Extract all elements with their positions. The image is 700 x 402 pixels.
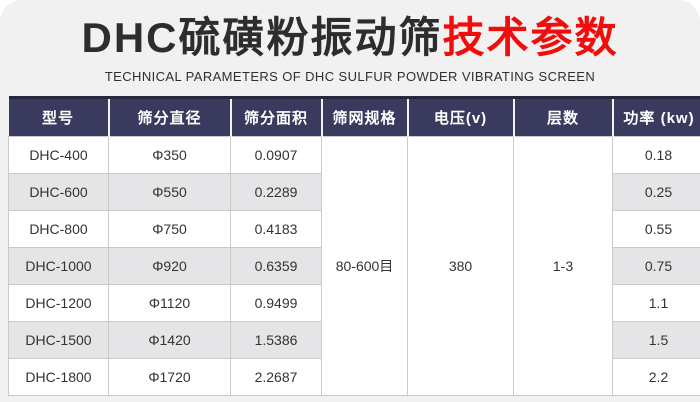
column-header-voltage: 电压(v) [407,96,515,137]
cell-model: DHC-1000 [8,247,109,286]
cell-diameter: Φ550 [108,173,231,212]
column-header-model: 型号 [8,96,110,137]
cell-model: DHC-800 [8,210,109,249]
page-subtitle: TECHNICAL PARAMETERS OF DHC SULFUR POWDE… [104,69,596,85]
cell-power: 1.1 [612,284,700,323]
cell-model: DHC-600 [8,173,109,212]
cell-area: 0.6359 [230,247,322,286]
table-row: DHC-600 Φ550 0.2289 0.25 [8,173,700,212]
parameters-table: 型号 筛分直径 筛分面积 筛网规格 电压(v) 层数 功率 (kw) DHC-4… [8,96,700,397]
cell-mesh-spec: 80-600目 [321,136,408,397]
cell-area: 0.0907 [230,136,322,175]
table-row: DHC-1200 Φ1120 0.9499 1.1 [8,284,700,323]
cell-power: 0.55 [612,210,700,249]
cell-model: DHC-1200 [8,284,109,323]
table-header-row: 型号 筛分直径 筛分面积 筛网规格 电压(v) 层数 功率 (kw) [8,96,700,137]
cell-power: 0.25 [612,173,700,212]
column-header-power: 功率 (kw) [612,96,700,137]
cell-power: 0.75 [612,247,700,286]
cell-layers: 1-3 [513,136,613,397]
cell-power: 2.2 [612,358,700,397]
table-row: DHC-1500 Φ1420 1.5386 1.5 [8,321,700,360]
column-header-area: 筛分面积 [230,96,323,137]
cell-voltage: 380 [407,136,514,397]
cell-model: DHC-400 [8,136,109,175]
cell-area: 0.9499 [230,284,322,323]
cell-diameter: Φ350 [108,136,231,175]
cell-diameter: Φ1420 [108,321,231,360]
column-header-layers: 层数 [513,96,614,137]
table-row: DHC-800 Φ750 0.4183 0.55 [8,210,700,249]
cell-area: 0.2289 [230,173,322,212]
cell-area: 0.4183 [230,210,322,249]
table-row: DHC-1800 Φ1720 2.2687 2.2 [8,358,700,397]
cell-power: 1.5 [612,321,700,360]
table-row: DHC-1000 Φ920 0.6359 0.75 [8,247,700,286]
page-title: DHC硫磺粉振动筛技术参数 [0,0,700,61]
cell-area: 1.5386 [230,321,322,360]
cell-diameter: Φ750 [108,210,231,249]
cell-diameter: Φ920 [108,247,231,286]
cell-model: DHC-1800 [8,358,109,397]
cell-area: 2.2687 [230,358,322,397]
title-accent: 技术参数 [442,14,619,61]
table-body: DHC-400 Φ350 0.0907 80-600目 380 1-3 0.18 DHC-60… [8,136,700,397]
cell-model: DHC-1500 [8,321,109,360]
cell-power: 0.18 [612,136,700,175]
cell-diameter: Φ1720 [108,358,231,397]
column-header-diameter: 筛分直径 [108,96,232,137]
title-main: DHC硫磺粉振动筛 [81,14,443,61]
table-header: 型号 筛分直径 筛分面积 筛网规格 电压(v) 层数 功率 (kw) [8,96,700,137]
table-row: DHC-400 Φ350 0.0907 80-600目 380 1-3 0.18 [8,136,700,397]
cell-diameter: Φ1120 [108,284,231,323]
column-header-mesh-spec: 筛网规格 [321,96,409,137]
